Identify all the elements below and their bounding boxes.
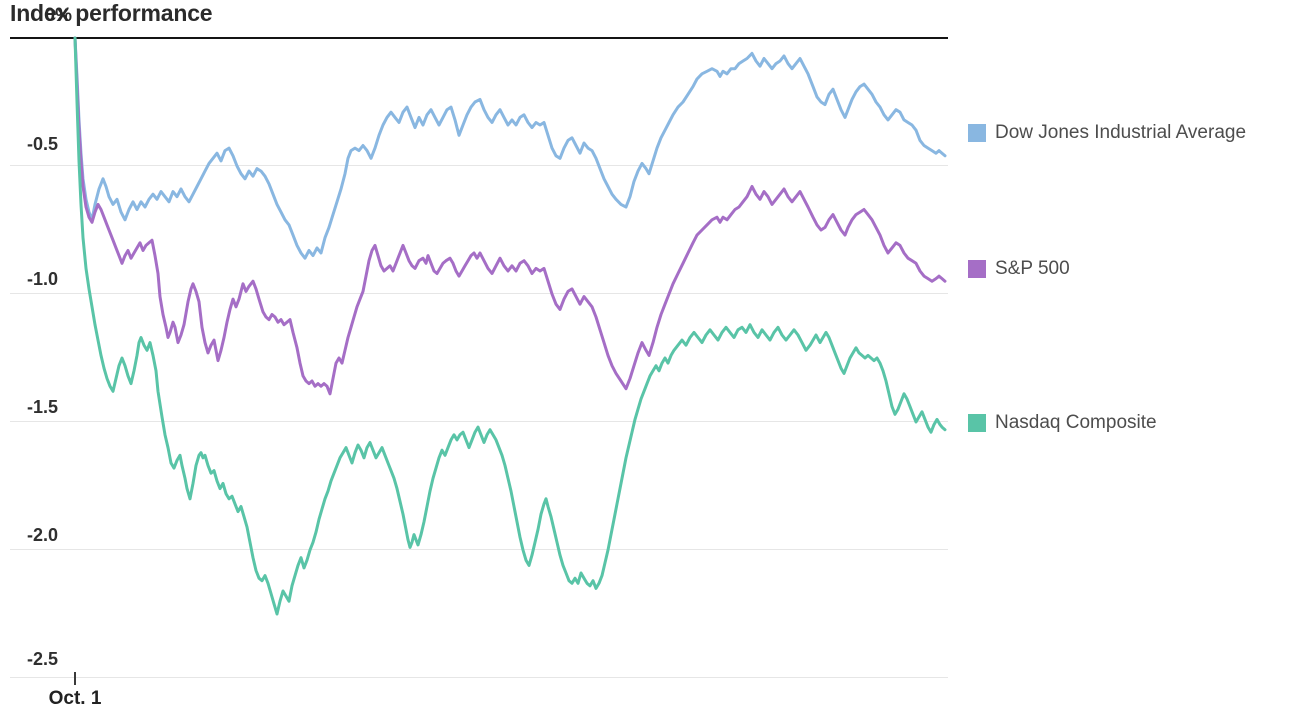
gridline — [10, 549, 948, 550]
x-axis-tick-mark — [74, 672, 76, 685]
y-axis-tick-label: -1.5 — [26, 397, 58, 417]
x-axis-tick-label: Oct. 1 — [48, 688, 102, 709]
y-axis-tick-label: -0.5 — [26, 134, 58, 154]
series-line-dow — [73, 36, 947, 260]
series-line-sp500 — [73, 36, 947, 396]
legend-item-dow: Dow Jones Industrial Average — [968, 122, 1246, 144]
y-axis-tick-label: -2.0 — [26, 525, 58, 545]
y-axis-tick-label: -1.0 — [26, 269, 58, 289]
legend-label: Dow Jones Industrial Average — [995, 122, 1247, 143]
zero-baseline — [10, 37, 948, 39]
series-line-nasdaq — [73, 36, 947, 616]
chart-title: Index performance — [10, 0, 213, 26]
legend-label: Nasdaq Composite — [995, 412, 1157, 433]
y-axis-zero-label: 0% — [44, 5, 72, 26]
gridline — [10, 165, 948, 166]
legend-item-sp500: S&P 500 — [968, 258, 1070, 280]
gridline — [10, 421, 948, 422]
legend-label: S&P 500 — [995, 258, 1070, 279]
gridline — [10, 677, 948, 678]
legend-swatch — [968, 414, 986, 432]
legend-item-nasdaq: Nasdaq Composite — [968, 412, 1157, 434]
y-axis-tick-label: -2.5 — [26, 649, 58, 669]
legend-swatch — [968, 124, 986, 142]
gridline — [10, 293, 948, 294]
legend-swatch — [968, 260, 986, 278]
